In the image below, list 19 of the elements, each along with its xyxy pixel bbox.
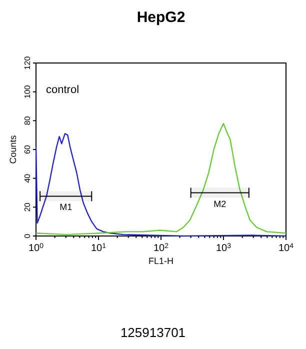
band-label: M2 xyxy=(214,198,226,209)
x-tick-label: 10$^{3}$ xyxy=(216,242,232,254)
annotation: control xyxy=(46,84,80,96)
y-tick-label: 120 xyxy=(23,56,32,70)
y-tick-label: 20 xyxy=(23,202,32,212)
x-tick-label: 10$^{0}$ xyxy=(28,242,44,254)
y-tick-label: 100 xyxy=(23,84,32,99)
chart-title: HepG2 xyxy=(136,9,186,26)
y-tick-label: 0 xyxy=(23,233,32,238)
x-tick-label: 10$^{2}$ xyxy=(153,242,169,254)
x-axis-title: FL1-H xyxy=(148,256,174,266)
x-tick-label: 10$^{1}$ xyxy=(90,242,106,254)
x-tick-label: 10$^{4}$ xyxy=(278,242,294,254)
y-tick-label: 60 xyxy=(23,144,32,154)
y-axis-title: Counts xyxy=(8,134,18,164)
y-tick-label: 80 xyxy=(23,116,32,126)
band-label: M1 xyxy=(60,202,72,212)
y-tick-label: 40 xyxy=(23,173,32,183)
text: 125913701 xyxy=(120,325,186,340)
